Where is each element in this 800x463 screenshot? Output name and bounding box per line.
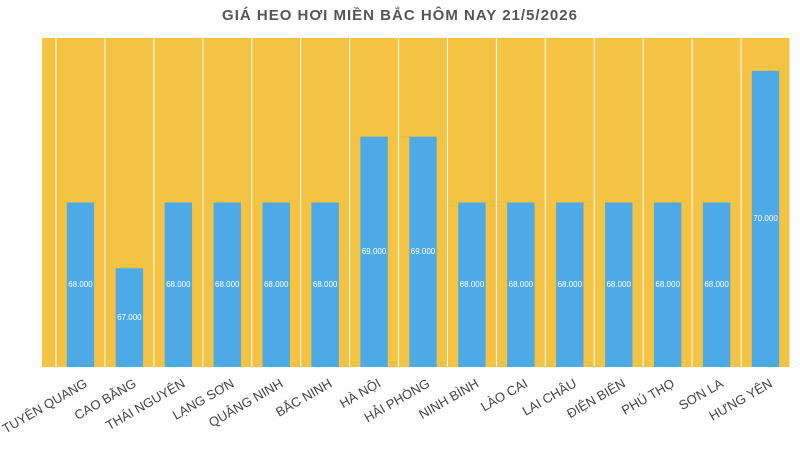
value-label: 68.000 xyxy=(509,280,534,289)
value-label: 68.000 xyxy=(264,280,289,289)
value-label: 70.000 xyxy=(753,214,778,223)
bar xyxy=(751,70,780,368)
bar xyxy=(507,202,535,367)
chart-title: GIÁ HEO HƠI MIỀN BẮC HÔM NAY 21/5/2026 xyxy=(222,6,578,24)
x-tick-label: BẮC NINH xyxy=(273,376,334,420)
bar xyxy=(164,202,193,367)
value-label: 68.000 xyxy=(655,280,680,289)
bar xyxy=(702,202,731,367)
value-label: 68.000 xyxy=(704,280,729,289)
bar xyxy=(66,202,95,367)
bar xyxy=(653,202,682,367)
value-label: 69.000 xyxy=(362,247,387,256)
value-label: 68.000 xyxy=(215,280,240,289)
x-tick-label: TUYÊN QUANG xyxy=(0,376,90,437)
x-tick-label: PHÚ THỌ xyxy=(619,376,677,418)
value-label: 68.000 xyxy=(460,280,485,289)
value-label: 68.000 xyxy=(313,280,338,289)
value-label: 68.000 xyxy=(68,280,93,289)
value-label: 68.000 xyxy=(166,280,191,289)
bar xyxy=(409,136,437,367)
bar xyxy=(262,202,290,367)
bar xyxy=(605,202,633,367)
bar xyxy=(311,202,339,367)
bar xyxy=(360,136,388,367)
value-label: 68.000 xyxy=(558,280,583,289)
bar xyxy=(213,202,241,367)
value-label: 69.000 xyxy=(411,247,436,256)
value-label: 68.000 xyxy=(606,280,631,289)
value-label: 67.000 xyxy=(117,313,142,322)
bar xyxy=(556,202,584,367)
bar xyxy=(115,268,144,367)
bar xyxy=(458,202,486,367)
